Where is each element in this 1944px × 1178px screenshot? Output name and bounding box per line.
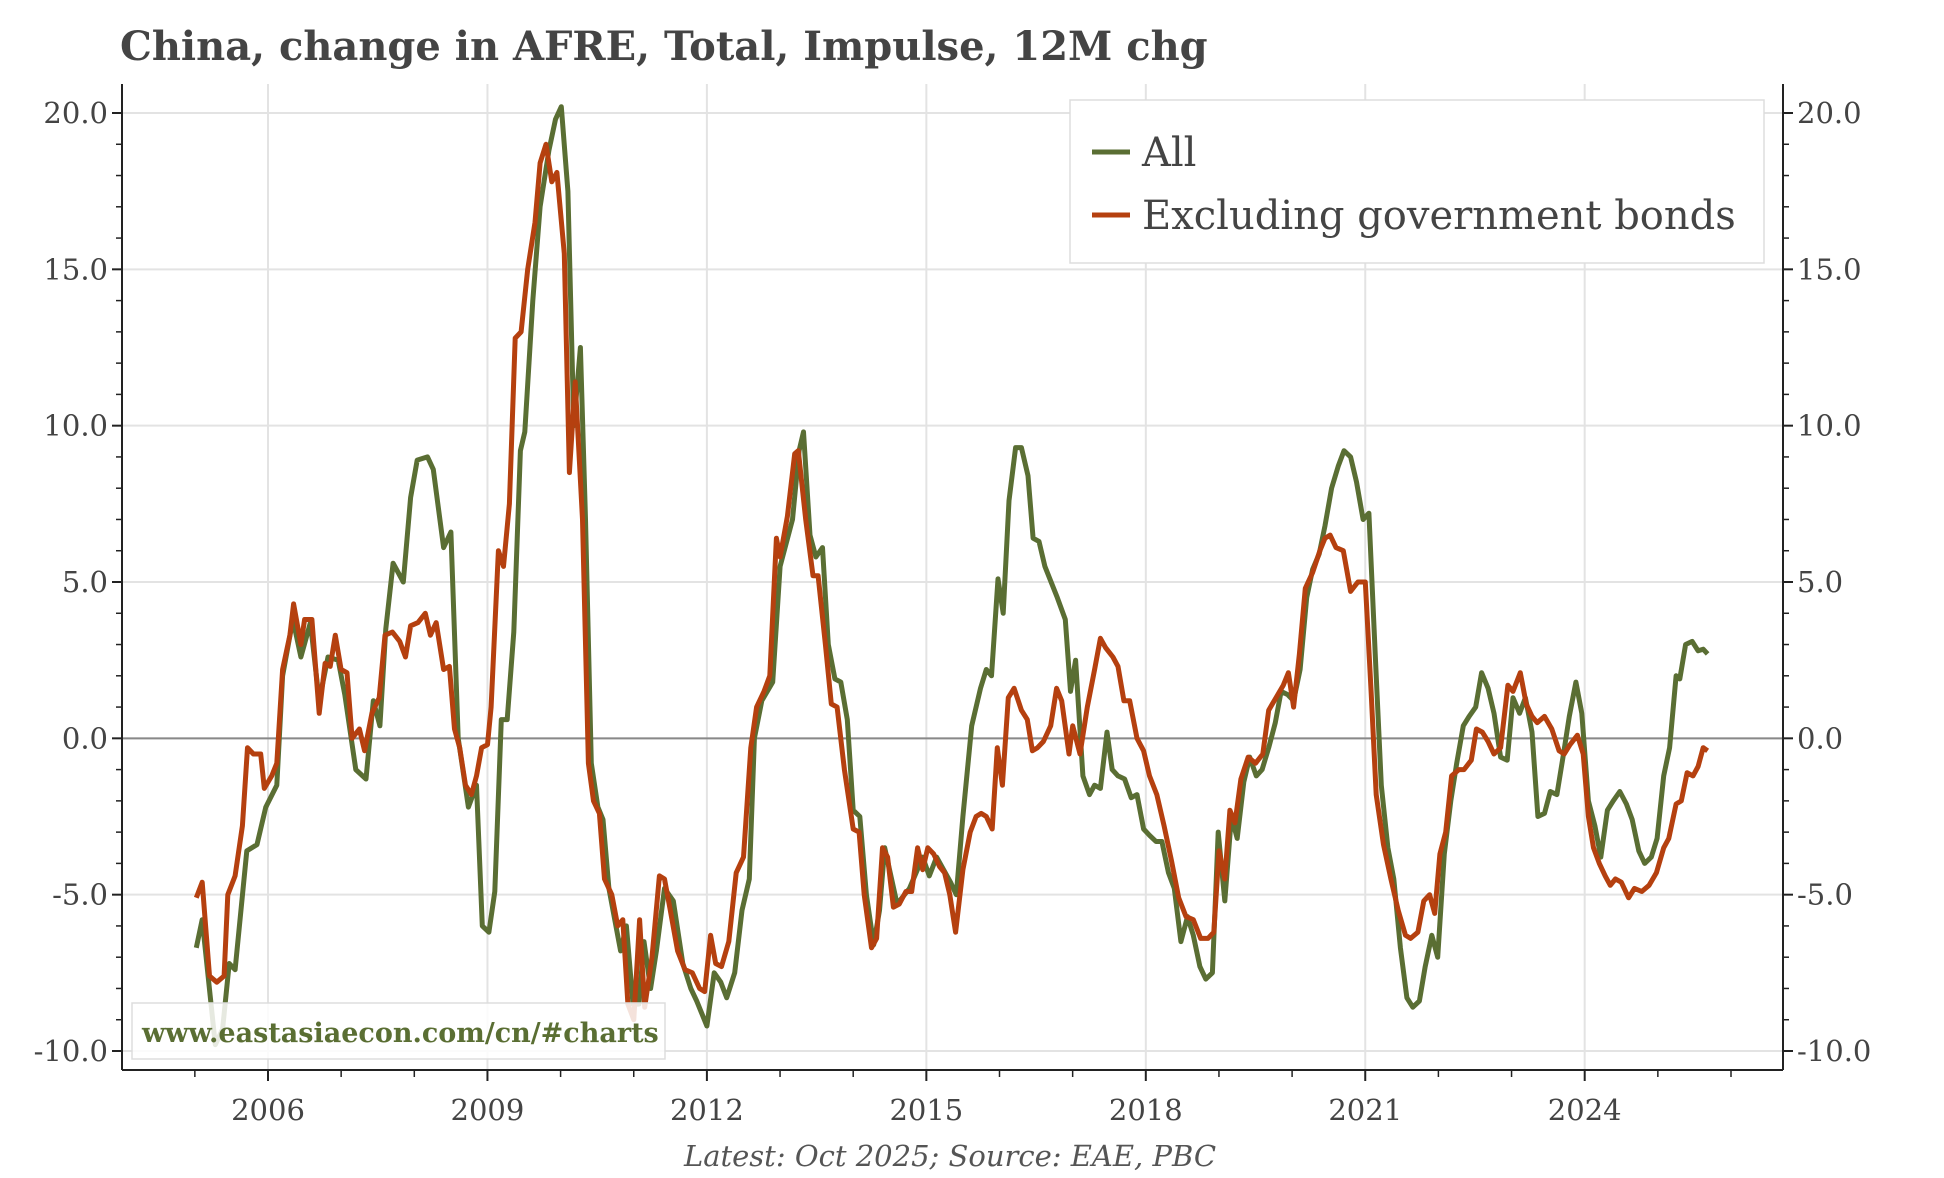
tick-labels: 20.0 20.0 15.0 15.0 10.0 10.0 5.0 5.0 0.0 0.0 -5.0…: [34, 96, 1872, 1127]
x-tick-label: 2009: [451, 1093, 525, 1127]
x-tick-label: 2015: [889, 1093, 963, 1127]
series-line-all: [193, 104, 1710, 1048]
legend-box: [1069, 99, 1765, 264]
y-tick-label-left: 10.0: [43, 409, 108, 443]
legend-label-excl: Excluding government bonds: [1142, 193, 1736, 239]
watermark: www.eastasiaecon.com/cn/#charts: [131, 1002, 666, 1060]
y-tick-label-left: 0.0: [62, 721, 108, 755]
legend-label-all: All: [1141, 130, 1196, 176]
y-tick-label-right: 5.0: [1797, 565, 1843, 599]
x-tick-label: 2024: [1548, 1093, 1622, 1127]
y-tick-label-right: 20.0: [1797, 96, 1862, 130]
x-tick-label: 2021: [1328, 1093, 1402, 1127]
watermark-text: www.eastasiaecon.com/cn/#charts: [141, 1018, 659, 1049]
y-tick-label-left: 15.0: [43, 252, 108, 286]
y-tick-label-left: 5.0: [62, 565, 108, 599]
y-tick-label-right: -10.0: [1797, 1034, 1871, 1068]
series-line-excl: [193, 141, 1710, 1023]
x-tick-label: 2012: [670, 1093, 744, 1127]
x-tick-label: 2018: [1109, 1093, 1183, 1127]
y-tick-label-left: -5.0: [52, 878, 108, 912]
y-tick-label-right: 15.0: [1797, 252, 1862, 286]
y-tick-label-right: 0.0: [1797, 721, 1843, 755]
axes: [112, 84, 1793, 1081]
legend: All Excluding government bonds: [1069, 99, 1765, 264]
chart-title: China, change in AFRE, Total, Impulse, 1…: [120, 23, 1208, 70]
watermark-box: [131, 1002, 666, 1060]
series-lines: [193, 104, 1710, 1048]
y-tick-label-left: 20.0: [43, 96, 108, 130]
y-tick-label-right: -5.0: [1797, 878, 1853, 912]
y-tick-label-left: -10.0: [34, 1034, 108, 1068]
y-tick-label-right: 10.0: [1797, 409, 1862, 443]
source-note: Latest: Oct 2025; Source: EAE, PBC: [683, 1139, 1216, 1173]
x-tick-label: 2006: [231, 1093, 305, 1127]
